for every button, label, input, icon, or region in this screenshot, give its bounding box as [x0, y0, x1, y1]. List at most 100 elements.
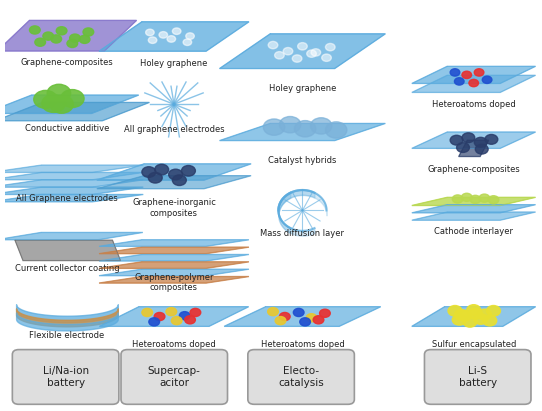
Circle shape — [154, 164, 169, 175]
Circle shape — [67, 39, 78, 48]
Circle shape — [311, 118, 332, 134]
Text: Holey graphene: Holey graphene — [269, 84, 336, 93]
Circle shape — [154, 312, 165, 321]
Circle shape — [79, 35, 90, 44]
Text: All Graphene electrodes: All Graphene electrodes — [16, 194, 118, 203]
Polygon shape — [0, 21, 137, 51]
Circle shape — [182, 166, 196, 176]
Circle shape — [56, 27, 67, 35]
FancyBboxPatch shape — [248, 350, 354, 404]
Circle shape — [142, 308, 153, 316]
Circle shape — [468, 308, 482, 319]
Circle shape — [485, 134, 498, 144]
Polygon shape — [99, 307, 249, 326]
Text: Graphene-polymer
composites: Graphene-polymer composites — [134, 273, 214, 292]
Circle shape — [51, 35, 62, 43]
Circle shape — [268, 42, 278, 49]
Circle shape — [69, 34, 80, 42]
Circle shape — [61, 90, 84, 108]
Circle shape — [478, 309, 492, 320]
Polygon shape — [412, 75, 535, 92]
Text: Current collector coating: Current collector coating — [15, 264, 119, 273]
Circle shape — [83, 28, 94, 36]
Text: Graphene-composites: Graphene-composites — [427, 165, 520, 174]
Circle shape — [280, 116, 301, 133]
Circle shape — [50, 95, 73, 113]
Circle shape — [306, 314, 317, 322]
Polygon shape — [412, 307, 535, 326]
Polygon shape — [459, 140, 489, 157]
Circle shape — [293, 308, 304, 316]
Text: Heteroatoms doped: Heteroatoms doped — [132, 340, 216, 349]
Circle shape — [35, 38, 46, 46]
Polygon shape — [99, 240, 249, 246]
Circle shape — [167, 36, 176, 42]
Text: Electo-
catalysis: Electo- catalysis — [278, 366, 324, 388]
Text: Sulfur encapsulated: Sulfur encapsulated — [431, 340, 516, 349]
Circle shape — [454, 309, 468, 320]
Circle shape — [448, 305, 462, 316]
Circle shape — [450, 69, 460, 76]
Text: Flexible electrode: Flexible electrode — [29, 331, 105, 340]
Text: Conductive additive: Conductive additive — [25, 124, 109, 133]
Circle shape — [461, 193, 472, 201]
Circle shape — [488, 196, 499, 204]
Circle shape — [172, 28, 181, 35]
Circle shape — [474, 69, 484, 76]
Circle shape — [280, 312, 290, 321]
Polygon shape — [412, 132, 535, 148]
Circle shape — [283, 48, 293, 55]
Circle shape — [149, 173, 162, 183]
Circle shape — [474, 314, 488, 324]
Circle shape — [462, 133, 475, 143]
Circle shape — [322, 54, 331, 61]
Circle shape — [479, 194, 490, 202]
Circle shape — [171, 316, 182, 325]
Polygon shape — [0, 194, 143, 202]
Circle shape — [467, 305, 481, 315]
FancyBboxPatch shape — [12, 350, 119, 404]
Circle shape — [462, 71, 472, 79]
Circle shape — [463, 316, 477, 327]
Polygon shape — [220, 123, 385, 141]
Text: Cathode interlayer: Cathode interlayer — [434, 227, 513, 236]
Polygon shape — [412, 205, 535, 213]
Circle shape — [470, 195, 481, 203]
Circle shape — [275, 52, 284, 59]
Circle shape — [142, 167, 156, 177]
Circle shape — [307, 50, 317, 57]
Polygon shape — [99, 277, 249, 283]
FancyBboxPatch shape — [121, 350, 228, 404]
Polygon shape — [412, 197, 535, 206]
Circle shape — [149, 37, 157, 44]
Polygon shape — [0, 165, 143, 173]
Text: Holey graphene: Holey graphene — [140, 58, 208, 67]
Circle shape — [172, 175, 186, 185]
Circle shape — [43, 32, 54, 40]
Circle shape — [311, 49, 321, 56]
Circle shape — [325, 44, 335, 51]
Text: Graphene-inorganic
composites: Graphene-inorganic composites — [132, 198, 216, 217]
Polygon shape — [0, 180, 143, 187]
FancyBboxPatch shape — [424, 350, 531, 404]
Circle shape — [146, 29, 154, 36]
Polygon shape — [15, 240, 120, 261]
Polygon shape — [412, 66, 535, 83]
Circle shape — [186, 33, 195, 39]
Polygon shape — [0, 187, 143, 194]
Polygon shape — [99, 254, 249, 261]
Circle shape — [313, 316, 324, 324]
Circle shape — [453, 195, 463, 203]
Circle shape — [47, 84, 70, 102]
Circle shape — [42, 95, 66, 113]
Circle shape — [183, 39, 192, 46]
Circle shape — [275, 316, 286, 325]
Circle shape — [294, 120, 316, 137]
Circle shape — [149, 318, 159, 326]
Circle shape — [166, 307, 177, 316]
Circle shape — [263, 119, 285, 135]
Polygon shape — [0, 102, 150, 121]
Polygon shape — [0, 173, 143, 180]
Polygon shape — [0, 233, 143, 240]
Circle shape — [300, 318, 311, 326]
